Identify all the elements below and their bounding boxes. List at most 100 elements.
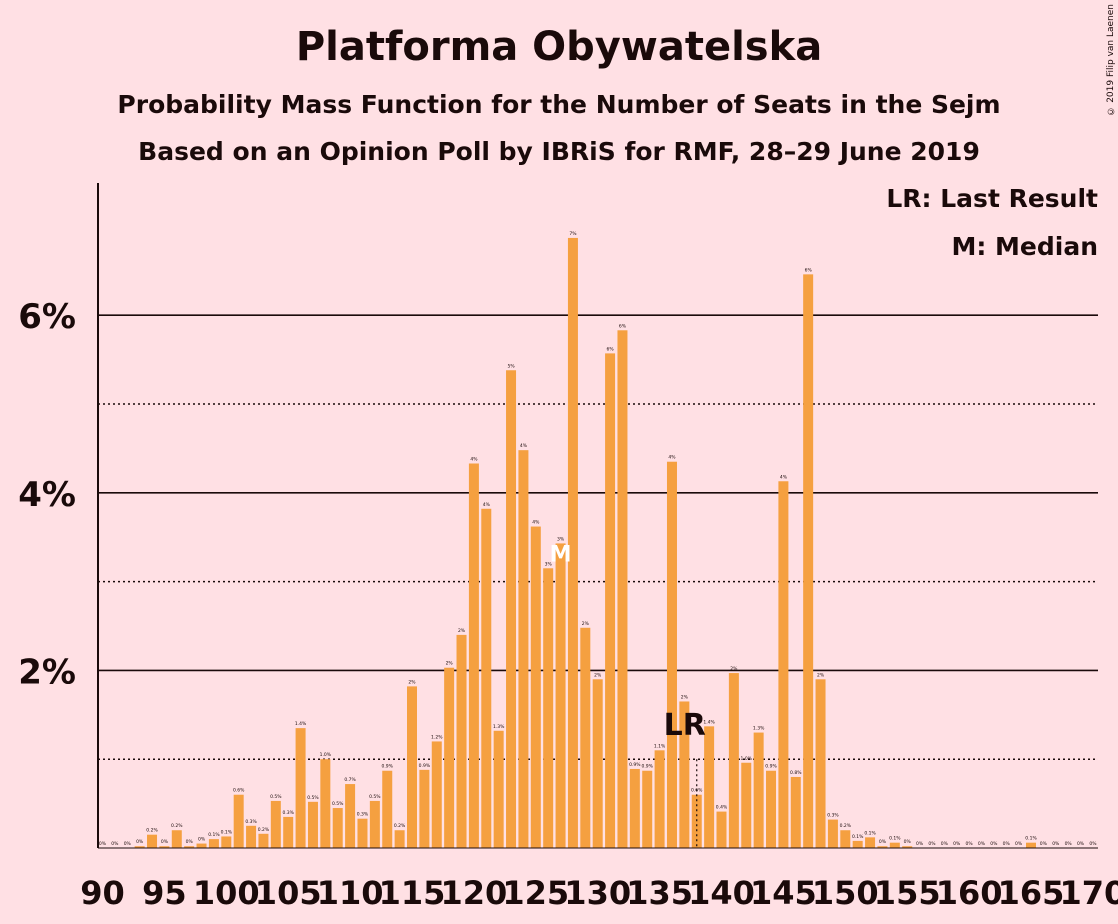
bar-data-label: 2% [582,621,590,627]
bar-data-label: 0% [1052,841,1060,847]
bar-data-label: 0% [1040,841,1048,847]
bar-data-label: 1.0% [320,752,332,758]
x-tick-label: 95 [142,874,187,912]
bar-data-label: 0% [966,841,974,847]
bar-data-label: 4% [668,455,676,461]
bar-data-label: 1.0% [741,756,753,762]
bar [716,811,727,848]
bar-data-label: 0.3% [245,819,257,825]
x-tick-label: 145 [750,874,817,912]
bar-data-label: 0% [186,839,194,845]
bar [654,750,665,848]
x-tick-label: 130 [564,874,631,912]
bar [221,836,232,848]
bar [790,776,801,848]
bar-data-label: 7% [569,231,577,237]
bar-data-label: 0% [879,839,887,845]
bar-data-label: 2% [817,672,825,678]
bar [407,686,417,848]
bar [295,728,306,848]
bar-data-label: 6% [607,346,615,352]
bar-data-label: 0.9% [382,764,394,770]
bar-data-label: 0.1% [864,830,876,836]
bar-data-label: 0.9% [642,764,654,770]
bar-data-label: 0.2% [171,823,183,829]
bar-data-label: 0.1% [889,836,901,842]
bar-data-label: 0% [1015,841,1023,847]
bar [184,846,195,848]
bar-data-label: 6% [805,267,813,273]
bar [827,819,838,848]
bar-data-label: 0.9% [629,762,641,768]
bar [877,846,888,848]
median-marker: M [550,542,572,567]
bar-data-label: 0.9% [419,763,431,769]
bar-data-label: 4% [483,502,491,508]
bar-data-label: 0.4% [716,805,728,811]
bar-data-label: 2% [446,661,454,667]
bar [1026,842,1036,848]
bar [778,481,789,848]
bar [246,825,257,848]
x-tick-label: 115 [379,874,446,912]
x-tick-label: 120 [441,874,508,912]
bar [468,463,479,848]
bar [481,508,492,848]
bar-data-label: 0% [111,841,119,847]
bar [208,839,219,848]
bar-data-label: 0% [941,841,949,847]
bar [159,846,170,848]
bar-data-label: 0.5% [369,794,381,800]
bar-data-label: 3% [545,561,553,567]
bar-data-label: 4% [532,520,540,526]
bar [704,726,715,848]
bar-data-label: 0% [124,841,132,847]
x-tick-label: 110 [317,874,384,912]
bar [629,768,640,848]
bar-data-label: 0% [1089,841,1097,847]
x-tick-label: 135 [626,874,693,912]
bar [530,526,541,848]
bar-data-label: 0.5% [332,801,344,807]
bar [518,450,529,848]
bar [382,770,393,848]
bar [332,808,343,848]
bar-data-label: 2% [408,679,416,685]
bar [840,830,851,848]
bar [431,741,442,848]
bar [345,784,356,848]
bar [567,237,578,849]
bar [555,543,566,848]
bar-data-label: 4% [780,474,788,480]
x-tick-label: 170 [1060,874,1118,912]
bar-data-label: 0.1% [852,834,864,840]
bar [741,762,752,848]
bar-data-label: 0.2% [840,823,852,829]
bar [270,800,281,848]
bar-data-label: 0% [1003,841,1011,847]
bar-data-label: 0.3% [357,812,369,818]
bar-data-label: 0.1% [221,829,233,835]
bar [642,770,653,848]
bar-data-label: 2% [681,694,689,700]
bar-data-label: 2% [594,672,602,678]
legend-last-result: LR: Last Result [886,184,1098,213]
bar [134,846,145,848]
bar-data-label: 0.2% [394,823,406,829]
bar-data-label: 1.3% [493,724,505,730]
bar-data-label: 6% [619,323,627,329]
x-tick-label: 165 [998,874,1065,912]
bar [815,679,826,848]
legend-median: M: Median [951,232,1098,261]
bar-data-label: 0% [916,841,924,847]
bar-data-label: 0% [1077,841,1085,847]
bar [493,730,504,848]
bar-data-label: 0% [161,839,169,845]
bar-data-label: 0% [928,841,936,847]
y-tick-label: 4% [18,475,76,515]
bar-data-label: 1.4% [703,719,715,725]
bar-data-label: 0.7% [344,777,356,783]
bar [506,370,517,848]
y-tick-label: 2% [18,652,76,692]
bar-data-label: 5% [507,363,515,369]
